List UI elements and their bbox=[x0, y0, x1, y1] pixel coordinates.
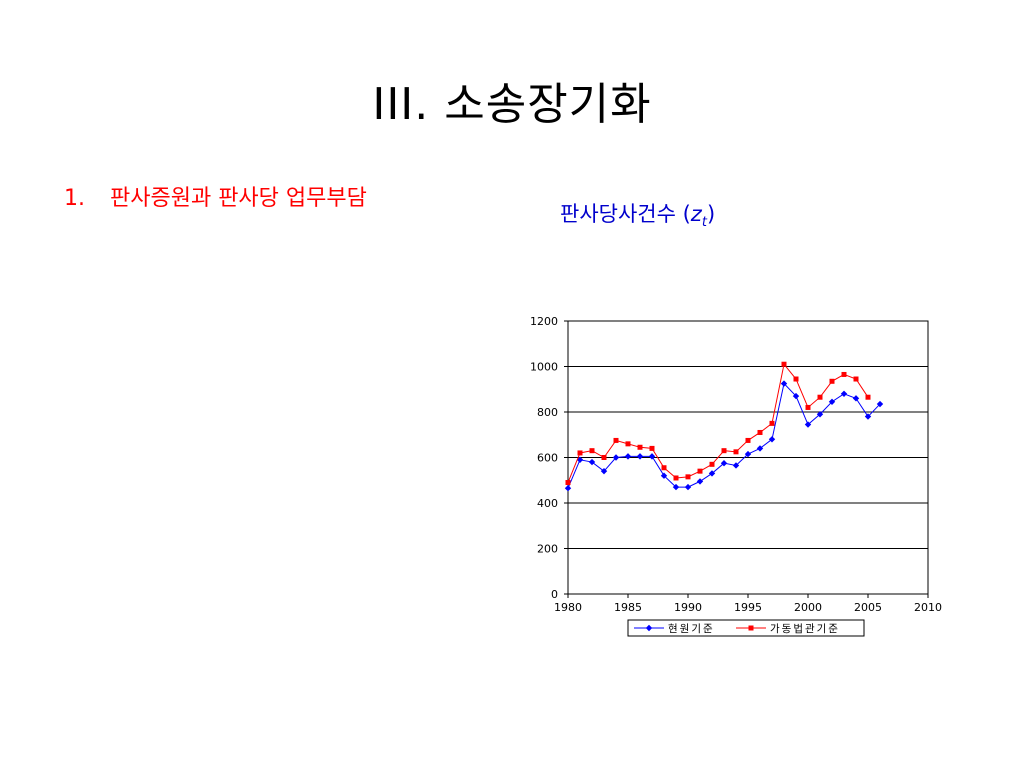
line-chart: 0 200 400 600 800 1000 1200 1980 1985 1990 1995 200… bbox=[530, 315, 942, 637]
legend-label-1: 현원기준 bbox=[668, 623, 715, 635]
data-point-2 bbox=[805, 404, 811, 410]
data-point-1 bbox=[876, 400, 884, 408]
data-point-2 bbox=[577, 450, 583, 456]
x-tick-label: 2010 bbox=[914, 601, 942, 614]
legend-marker-1 bbox=[645, 624, 653, 632]
data-point-2 bbox=[829, 378, 835, 384]
data-point-2 bbox=[697, 468, 703, 474]
data-point-1 bbox=[732, 462, 740, 469]
data-point-2 bbox=[841, 371, 847, 377]
data-point-2 bbox=[757, 429, 763, 435]
data-point-1 bbox=[852, 395, 860, 402]
data-point-2 bbox=[865, 394, 871, 400]
data-point-2 bbox=[613, 437, 619, 443]
data-point-2 bbox=[601, 455, 607, 460]
data-point-2 bbox=[721, 448, 727, 454]
data-point-1 bbox=[720, 459, 728, 467]
data-point-2 bbox=[769, 420, 775, 426]
data-point-1 bbox=[612, 454, 620, 461]
data-point-2 bbox=[685, 474, 691, 480]
data-point-2 bbox=[625, 441, 631, 447]
y-tick-label: 1000 bbox=[530, 361, 558, 374]
data-point-1 bbox=[864, 413, 872, 420]
legend-label-2: 가동법관기준 bbox=[770, 623, 840, 635]
data-point-2 bbox=[853, 376, 859, 382]
data-point-1 bbox=[780, 380, 788, 387]
data-point-1 bbox=[660, 472, 668, 479]
data-point-1 bbox=[564, 485, 572, 492]
data-point-2 bbox=[565, 480, 571, 486]
data-point-1 bbox=[804, 421, 812, 428]
legend-marker-2 bbox=[748, 625, 754, 631]
y-tick-label: 200 bbox=[537, 543, 558, 556]
bullet-number: 1. bbox=[64, 186, 85, 211]
data-point-1 bbox=[840, 390, 848, 397]
chart-caption: 판사당사건수 (zt) bbox=[560, 198, 715, 230]
y-tick-label: 0 bbox=[551, 588, 558, 601]
data-point-2 bbox=[589, 448, 595, 454]
data-point-1 bbox=[768, 436, 776, 443]
data-point-2 bbox=[781, 361, 787, 367]
y-tick-label: 800 bbox=[537, 406, 558, 419]
data-point-2 bbox=[637, 444, 643, 450]
x-tick-label: 2000 bbox=[794, 601, 822, 614]
data-point-1 bbox=[828, 398, 836, 405]
bullet-item: 1. 판사증원과 판사당 업무부담 bbox=[64, 180, 367, 212]
x-tick-label: 1995 bbox=[734, 601, 762, 614]
data-point-2 bbox=[745, 437, 751, 443]
data-point-1 bbox=[648, 453, 656, 460]
data-point-1 bbox=[600, 467, 608, 475]
data-point-1 bbox=[756, 445, 764, 452]
data-point-2 bbox=[673, 475, 679, 481]
data-point-1 bbox=[792, 392, 800, 400]
data-point-1 bbox=[636, 453, 644, 460]
slide-title: III. 소송장기화 bbox=[372, 79, 652, 130]
data-point-1 bbox=[744, 450, 752, 458]
x-tick-label: 2005 bbox=[854, 601, 882, 614]
data-point-1 bbox=[672, 483, 680, 491]
data-point-1 bbox=[816, 411, 824, 418]
data-point-2 bbox=[649, 445, 655, 451]
data-point-2 bbox=[709, 461, 715, 467]
data-point-1 bbox=[696, 478, 704, 485]
data-point-2 bbox=[793, 376, 799, 382]
data-point-1 bbox=[684, 483, 692, 491]
x-tick-label: 1990 bbox=[674, 601, 702, 614]
data-point-1 bbox=[588, 458, 596, 466]
y-tick-label: 600 bbox=[537, 452, 558, 465]
x-tick-label: 1980 bbox=[554, 601, 582, 614]
data-point-1 bbox=[624, 453, 632, 460]
bullet-text: 판사증원과 판사당 업무부담 bbox=[110, 186, 367, 211]
y-tick-label: 400 bbox=[537, 497, 558, 510]
data-point-2 bbox=[661, 465, 667, 471]
chart-caption-close: ) bbox=[706, 202, 716, 226]
y-tick-label: 1200 bbox=[530, 315, 558, 328]
data-point-1 bbox=[708, 470, 716, 477]
x-tick-label: 1985 bbox=[614, 601, 642, 614]
chart-caption-variable: z bbox=[690, 202, 702, 226]
data-point-2 bbox=[733, 449, 739, 455]
chart-caption-subscript: t bbox=[701, 215, 707, 231]
data-point-2 bbox=[817, 394, 823, 400]
chart-caption-main: 판사당사건수 ( bbox=[560, 202, 691, 226]
